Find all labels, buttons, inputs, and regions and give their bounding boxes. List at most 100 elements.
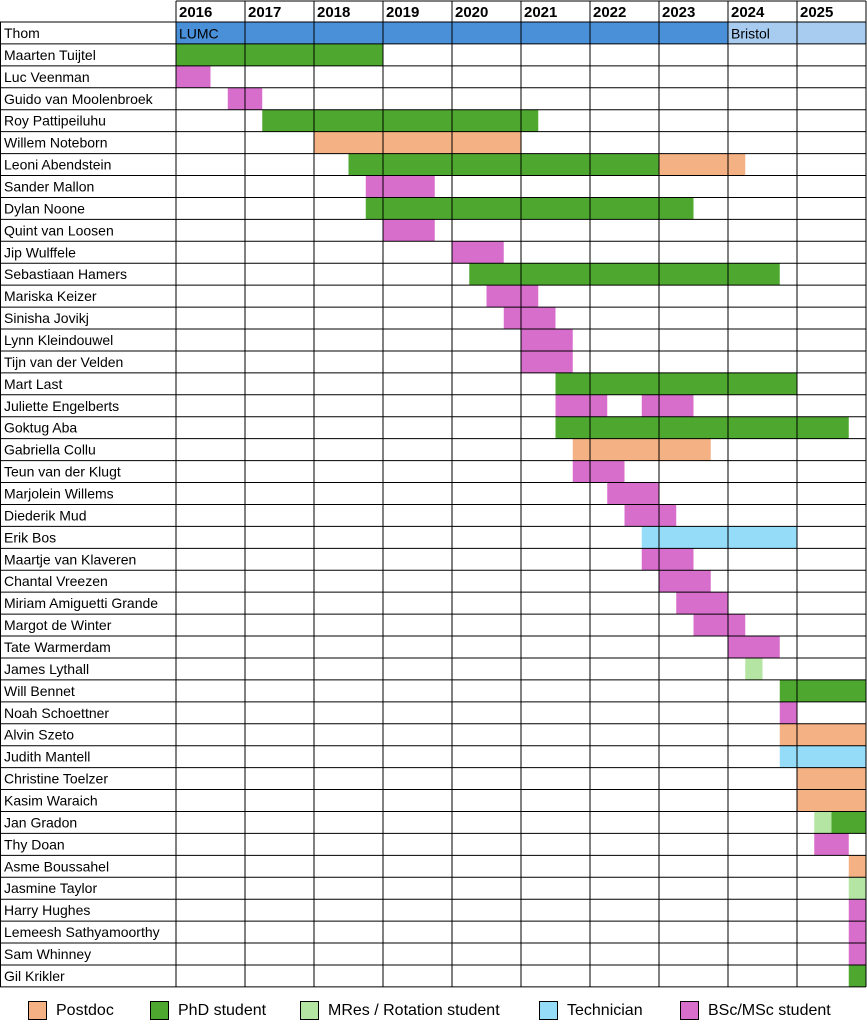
bar-bsc	[503, 307, 556, 330]
person-name: Christine Toelzer	[4, 771, 108, 787]
bar-bsc	[848, 899, 866, 922]
person-name: Dylan Noone	[4, 200, 85, 216]
legend-label: PhD student	[178, 1001, 267, 1019]
person-name: Sebastiaan Hamers	[4, 266, 127, 282]
person-name: Thy Doan	[4, 836, 65, 852]
bar-technician	[779, 745, 797, 768]
person-name: Chantal Vreezen	[4, 573, 108, 589]
legend-swatch	[680, 1001, 699, 1020]
person-name: Harry Hughes	[4, 902, 90, 918]
bar-phd	[555, 372, 797, 395]
year-label: 2016	[179, 4, 212, 21]
bar-postdoc	[659, 153, 746, 176]
bar-bsc	[848, 921, 866, 944]
person-name: Willem Noteborn	[4, 135, 107, 151]
year-label: 2021	[524, 4, 557, 21]
bar-bsc	[607, 482, 659, 505]
person-name: Luc Veenman	[4, 69, 90, 85]
bar-mres	[848, 877, 866, 900]
bar-technician	[797, 745, 866, 768]
person-name: Judith Mantell	[4, 749, 90, 765]
bar-phd	[797, 679, 866, 702]
legend-swatch	[150, 1001, 169, 1020]
person-name: Lynn Kleindouwel	[4, 332, 113, 348]
legend-swatch	[300, 1001, 319, 1020]
person-name: Sam Whinney	[4, 946, 91, 962]
bar-phd	[779, 679, 797, 702]
bar-phd	[469, 263, 780, 286]
bar-bsc	[659, 570, 711, 593]
legend-item-bsc: BSc/MSc student	[680, 997, 831, 1024]
bar-postdoc	[314, 131, 521, 154]
person-name: Sinisha Jovikj	[4, 310, 89, 326]
person-name: Mart Last	[4, 376, 62, 392]
legend-label: Postdoc	[56, 1001, 114, 1019]
bar-bsc	[383, 219, 435, 242]
bar-phd	[262, 109, 539, 132]
bar-bsc	[486, 285, 539, 308]
person-name: Sander Mallon	[4, 178, 94, 194]
person-name: Roy Pattipeiluhu	[4, 113, 106, 129]
bar-bsc	[693, 614, 746, 637]
legend-item-phd: PhD student	[150, 997, 266, 1024]
legend-swatch	[28, 1001, 47, 1020]
bar-label: LUMC	[179, 25, 219, 41]
person-name: Leoni Abendstein	[4, 157, 111, 173]
person-name: Jasmine Taylor	[4, 880, 97, 896]
bar-phd	[176, 43, 383, 66]
bar-bsc	[572, 460, 625, 483]
person-name: Kasim Waraich	[4, 793, 98, 809]
person-name: Guido van Moolenbroek	[4, 91, 154, 107]
bar-postdoc	[797, 723, 866, 746]
person-name: Erik Bos	[4, 529, 56, 545]
person-name: James Lythall	[4, 661, 89, 677]
bar-phd	[348, 153, 659, 176]
bar-phd	[848, 964, 866, 987]
person-name: Margot de Winter	[4, 617, 112, 633]
bar-bsc	[624, 504, 677, 527]
person-name: Goktug Aba	[4, 420, 77, 436]
bar-postdoc	[572, 438, 711, 461]
bar-postdoc	[848, 855, 866, 878]
legend-item-mres: MRes / Rotation student	[300, 997, 500, 1024]
year-label: 2023	[662, 4, 695, 21]
legend-label: Technician	[567, 1001, 643, 1019]
bar-bsc	[779, 701, 797, 724]
bar-bsc	[365, 175, 435, 198]
bar-mres	[745, 657, 763, 680]
year-label: 2017	[248, 4, 281, 21]
person-name: Noah Schoettner	[4, 705, 109, 721]
person-name: Miriam Amiguetti Grande	[4, 595, 158, 611]
legend-label: BSc/MSc student	[708, 1001, 831, 1019]
bar-mres	[814, 811, 832, 834]
person-name: Juliette Engelberts	[4, 398, 119, 414]
bar-bsc	[452, 241, 504, 264]
bar-bsc	[521, 329, 573, 351]
year-label: 2018	[317, 4, 350, 21]
bar-postdoc	[797, 767, 866, 790]
year-label: 2019	[386, 4, 419, 21]
legend-swatch	[539, 1001, 558, 1020]
legend: Postdoc PhD student MRes / Rotation studen…	[0, 997, 867, 1024]
person-name: Mariska Keizer	[4, 288, 97, 304]
bar-bsc	[641, 394, 694, 417]
legend-item-postdoc: Postdoc	[28, 997, 114, 1024]
bar-bsc	[676, 592, 728, 615]
person-name: Tijn van der Velden	[4, 354, 123, 370]
bar-bsc	[728, 636, 780, 658]
person-name: Alvin Szeto	[4, 727, 74, 743]
person-name: Maartje van Klaveren	[4, 551, 136, 567]
person-name: Gil Krikler	[4, 968, 65, 984]
year-label: 2020	[455, 4, 488, 21]
gantt-chart: LUMC Bristol 2016 2017 2018 2019 2020 2021 2022 2…	[0, 0, 867, 988]
bar-phd	[831, 811, 866, 834]
person-name: Thom	[4, 25, 40, 41]
bar-phd	[365, 197, 694, 220]
bar-bsc	[176, 65, 211, 88]
person-name: Asme Boussahel	[4, 858, 109, 874]
bar-bsc	[848, 943, 866, 965]
legend-label: MRes / Rotation student	[328, 1001, 500, 1019]
person-name: Diederik Mud	[4, 507, 86, 523]
person-name: Tate Warmerdam	[4, 639, 111, 655]
person-name: Lemeesh Sathyamoorthy	[4, 924, 160, 940]
